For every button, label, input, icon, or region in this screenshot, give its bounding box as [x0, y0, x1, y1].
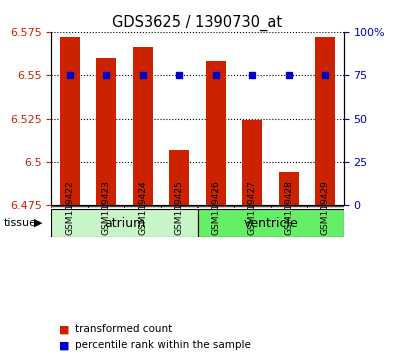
- Text: ■: ■: [59, 340, 70, 350]
- Text: GSM119426: GSM119426: [211, 180, 220, 235]
- Bar: [234, 206, 271, 208]
- Bar: [198, 206, 234, 208]
- Text: tissue: tissue: [4, 218, 37, 228]
- Text: GSM119429: GSM119429: [321, 180, 330, 235]
- Bar: [206, 61, 226, 205]
- Text: ▶: ▶: [34, 218, 42, 228]
- Bar: [161, 206, 198, 208]
- Text: GSM119422: GSM119422: [65, 180, 74, 235]
- Bar: [315, 37, 335, 205]
- Bar: [96, 58, 116, 205]
- Text: GSM119424: GSM119424: [138, 180, 147, 235]
- Text: atrium: atrium: [104, 217, 145, 229]
- Bar: [242, 120, 262, 205]
- Text: transformed count: transformed count: [75, 324, 172, 334]
- Bar: [307, 206, 344, 208]
- Bar: [169, 150, 189, 205]
- Bar: [51, 206, 88, 208]
- Bar: [133, 47, 153, 205]
- Bar: [271, 206, 307, 208]
- Bar: [124, 206, 161, 208]
- Bar: [88, 206, 124, 208]
- Text: percentile rank within the sample: percentile rank within the sample: [75, 340, 251, 350]
- Text: ventricle: ventricle: [243, 217, 298, 229]
- Text: GSM119427: GSM119427: [248, 180, 257, 235]
- Bar: [279, 172, 299, 205]
- Bar: [198, 209, 344, 237]
- Text: GSM119425: GSM119425: [175, 180, 184, 235]
- Bar: [51, 209, 198, 237]
- Text: GSM119423: GSM119423: [102, 180, 111, 235]
- Text: ■: ■: [59, 324, 70, 334]
- Bar: [60, 37, 80, 205]
- Title: GDS3625 / 1390730_at: GDS3625 / 1390730_at: [113, 14, 282, 30]
- Text: GSM119428: GSM119428: [284, 180, 293, 235]
